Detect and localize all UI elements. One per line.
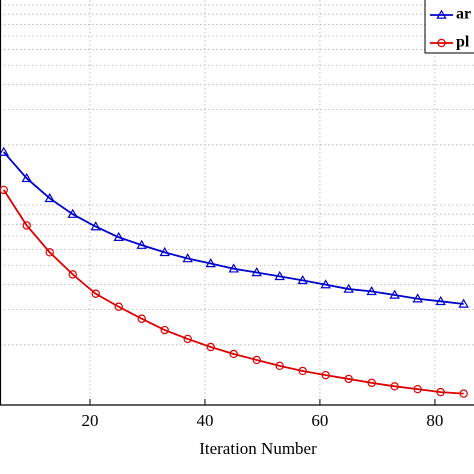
x-tick-label: 60 [311,411,328,430]
marker [412,293,423,303]
marker [206,342,215,352]
marker [229,349,238,359]
marker [68,270,77,279]
marker [44,192,55,203]
x-tick-label: 20 [81,411,98,430]
marker [413,384,422,394]
marker [298,366,307,376]
marker [91,289,100,298]
marker [114,302,123,311]
marker [22,221,31,230]
marker [0,146,9,156]
marker [459,389,468,398]
legend-box [424,0,474,54]
marker [182,253,193,263]
data-line [3,151,464,305]
marker [252,355,261,365]
marker [183,334,192,344]
data-line [2,189,464,395]
marker [136,239,147,249]
marker [320,279,331,289]
marker [21,172,32,183]
marker [436,387,445,397]
marker [366,285,377,296]
marker [458,298,469,308]
marker [160,325,169,335]
marker [274,270,285,281]
marker [45,248,54,257]
marker [321,370,330,380]
marker [344,374,353,384]
marker [343,283,354,293]
marker [435,295,446,306]
marker [205,258,216,268]
marker [251,267,262,277]
marker [228,263,239,273]
marker [90,221,101,231]
marker [67,208,78,218]
legend-label: pl [456,34,470,51]
marker [389,289,400,299]
x-tick-label: 80 [426,411,443,430]
legend-marker [437,38,446,48]
marker [137,314,146,323]
marker [367,378,376,388]
marker [159,246,170,257]
x-axis-label: Iteration Number [199,439,317,458]
x-tick-label: 40 [196,411,213,430]
legend-marker [436,9,447,19]
marker [113,231,124,242]
marker [390,382,399,391]
marker [0,185,8,195]
legend-label: ar [456,6,471,23]
marker [275,361,284,371]
marker [297,274,308,285]
